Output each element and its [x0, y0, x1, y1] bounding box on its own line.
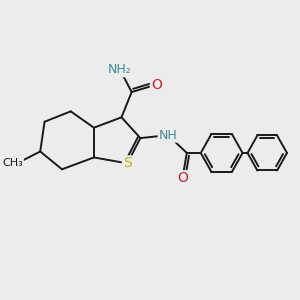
Text: S: S [123, 156, 132, 170]
Text: CH₃: CH₃ [2, 158, 23, 168]
Text: O: O [177, 171, 188, 185]
Text: NH₂: NH₂ [108, 63, 132, 76]
Text: O: O [151, 78, 162, 92]
Text: NH: NH [159, 129, 177, 142]
